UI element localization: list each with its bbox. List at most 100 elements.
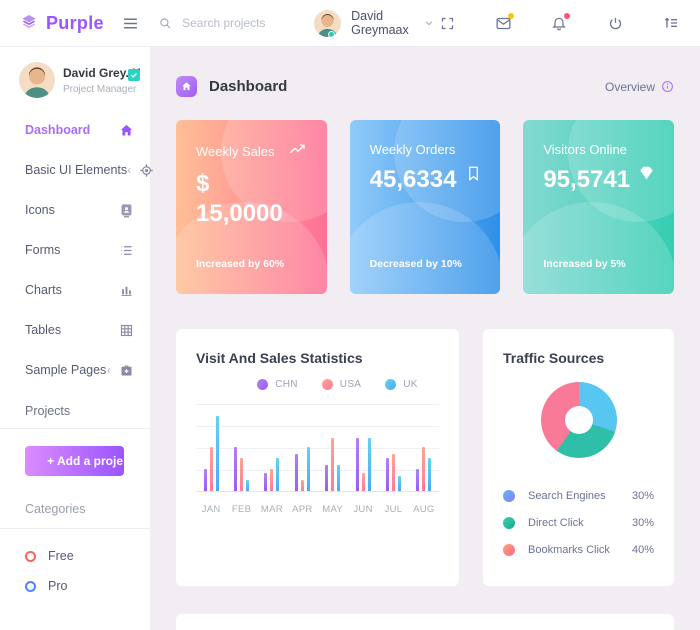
sidebar-nav: Dashboard Basic UI Elements ‹ Icons For [0, 110, 153, 390]
traffic-legend-row: Bookmarks Click 40% [503, 536, 654, 563]
legend-value: 30% [631, 489, 654, 502]
bar-uk [246, 480, 250, 491]
user-menu[interactable]: David Greymaax [314, 9, 434, 37]
top-navbar: Purple David Greymaax [0, 0, 700, 47]
menu-icon[interactable] [120, 10, 141, 36]
legend-label: CHN [275, 379, 298, 390]
card-footer: Increased by 5% [543, 258, 626, 270]
legend-dot [257, 379, 269, 390]
bar-group [287, 404, 317, 491]
layers-icon [20, 12, 38, 35]
sidebar-item-icons[interactable]: Icons [0, 190, 150, 230]
brand[interactable]: Purple [0, 0, 106, 46]
bell-badge [564, 13, 570, 19]
divider [0, 528, 150, 529]
bookmark-icon [467, 166, 480, 186]
power-icon[interactable] [602, 10, 628, 36]
bar-uk [397, 476, 401, 491]
projects-section-label: Projects [25, 404, 71, 418]
medical-bag-icon [119, 363, 134, 378]
bar-usa [391, 454, 395, 491]
legend-label: USA [339, 379, 362, 390]
weekly-orders-card: Weekly Orders 45,6334 Decreased by 10% [349, 120, 501, 294]
card-footer: Decreased by 10% [369, 258, 462, 270]
search-icon [159, 17, 172, 30]
bar-chn [264, 473, 268, 491]
overview-link[interactable]: Overview [605, 80, 674, 94]
x-axis-label: JUN [353, 504, 373, 515]
page-title: Dashboard [209, 78, 288, 95]
add-project-button[interactable]: + Add a proje [25, 446, 124, 476]
sidebar-item-sample-pages[interactable]: Sample Pages ‹ [0, 350, 150, 390]
category-item-pro[interactable]: Pro [0, 571, 150, 601]
sidebar-item-basic-ui-elements[interactable]: Basic UI Elements ‹ [0, 150, 153, 190]
traffic-legend: Search Engines 30% Direct Click 30% Bookmark… [503, 482, 654, 563]
bar-group [226, 404, 256, 491]
legend-label: Direct Click [528, 516, 584, 529]
legend-dot [321, 379, 333, 390]
sidebar-item-tables[interactable]: Tables [0, 310, 150, 350]
bar-chn [294, 454, 298, 491]
bar-chn [385, 458, 389, 491]
bar-chart-labels: JAN FEB MAR APR MAY JUN JUL AUG [196, 504, 439, 515]
legend-item: UK [385, 379, 418, 390]
card-footer: Increased by 60% [196, 258, 285, 270]
legend-dot [503, 516, 515, 529]
online-status-dot [328, 30, 336, 37]
bar-group [378, 404, 408, 491]
legend-value: 30% [631, 516, 654, 529]
chart-bar-icon [119, 283, 134, 298]
crosshairs-icon [139, 163, 154, 178]
fullscreen-icon[interactable] [434, 10, 460, 36]
bar-group [409, 404, 439, 491]
card-value: 95,5741 [543, 166, 631, 193]
sidebar-profile: David Grey. H Project Manager [0, 47, 150, 110]
sidebar: David Grey. H Project Manager Dashboard … [0, 47, 153, 630]
legend-dot [503, 543, 515, 556]
card-title: Visitors Online [543, 142, 627, 157]
legend-dot [503, 489, 515, 502]
x-axis-label: AUG [413, 504, 435, 515]
user-name: David Greymaax [351, 9, 409, 37]
category-item-free[interactable]: Free [0, 541, 150, 571]
circle-outline-icon [25, 550, 36, 562]
search-box [159, 16, 293, 30]
info-icon[interactable] [661, 80, 674, 93]
search-input[interactable] [182, 16, 293, 30]
home-icon [176, 76, 197, 97]
bell-icon[interactable] [546, 10, 572, 36]
card-title: Weekly Orders [369, 142, 456, 157]
traffic-sources-panel: Traffic Sources Search Engines 30% Direct … [483, 329, 674, 586]
sidebar-item-dashboard[interactable]: Dashboard [0, 110, 150, 150]
mail-icon[interactable] [490, 10, 516, 36]
x-axis-label: JAN [201, 504, 221, 515]
bar-uk [276, 458, 280, 491]
weekly-sales-card: Weekly Sales $ 15,0000 Increased by 60% [176, 120, 327, 294]
bar-usa [361, 473, 365, 491]
bar-usa [300, 480, 304, 491]
x-axis-label: FEB [231, 504, 252, 515]
bar-chn [325, 465, 329, 491]
sidebar-item-charts[interactable]: Charts [0, 270, 150, 310]
bar-chart-legend: CHN USA UK [236, 379, 439, 390]
stat-cards-row: Weekly Sales $ 15,0000 Increased by 60% … [176, 120, 674, 294]
brand-name: Purple [46, 12, 104, 33]
bar-usa [209, 447, 213, 491]
bar-uk [337, 465, 341, 491]
navbar-actions [434, 10, 684, 36]
visitors-online-card: Visitors Online 95,5741 Increased by 5% [523, 120, 674, 294]
line-spacing-icon[interactable] [658, 10, 684, 36]
traffic-donut-chart [540, 382, 617, 458]
legend-item: USA [321, 379, 362, 390]
categories-section-label: Categories [25, 502, 86, 516]
format-list-icon [119, 243, 134, 258]
navbar-menu: David Greymaax [106, 0, 700, 46]
bar-group [318, 404, 348, 491]
legend-label: Search Engines [528, 489, 606, 502]
chevron-left-icon: ‹ [107, 363, 111, 377]
diamond-icon [639, 166, 654, 185]
bar-group [196, 404, 226, 491]
panel-title: Visit And Sales Statistics [196, 350, 363, 366]
sidebar-item-forms[interactable]: Forms [0, 230, 150, 270]
bar-usa [240, 458, 244, 491]
